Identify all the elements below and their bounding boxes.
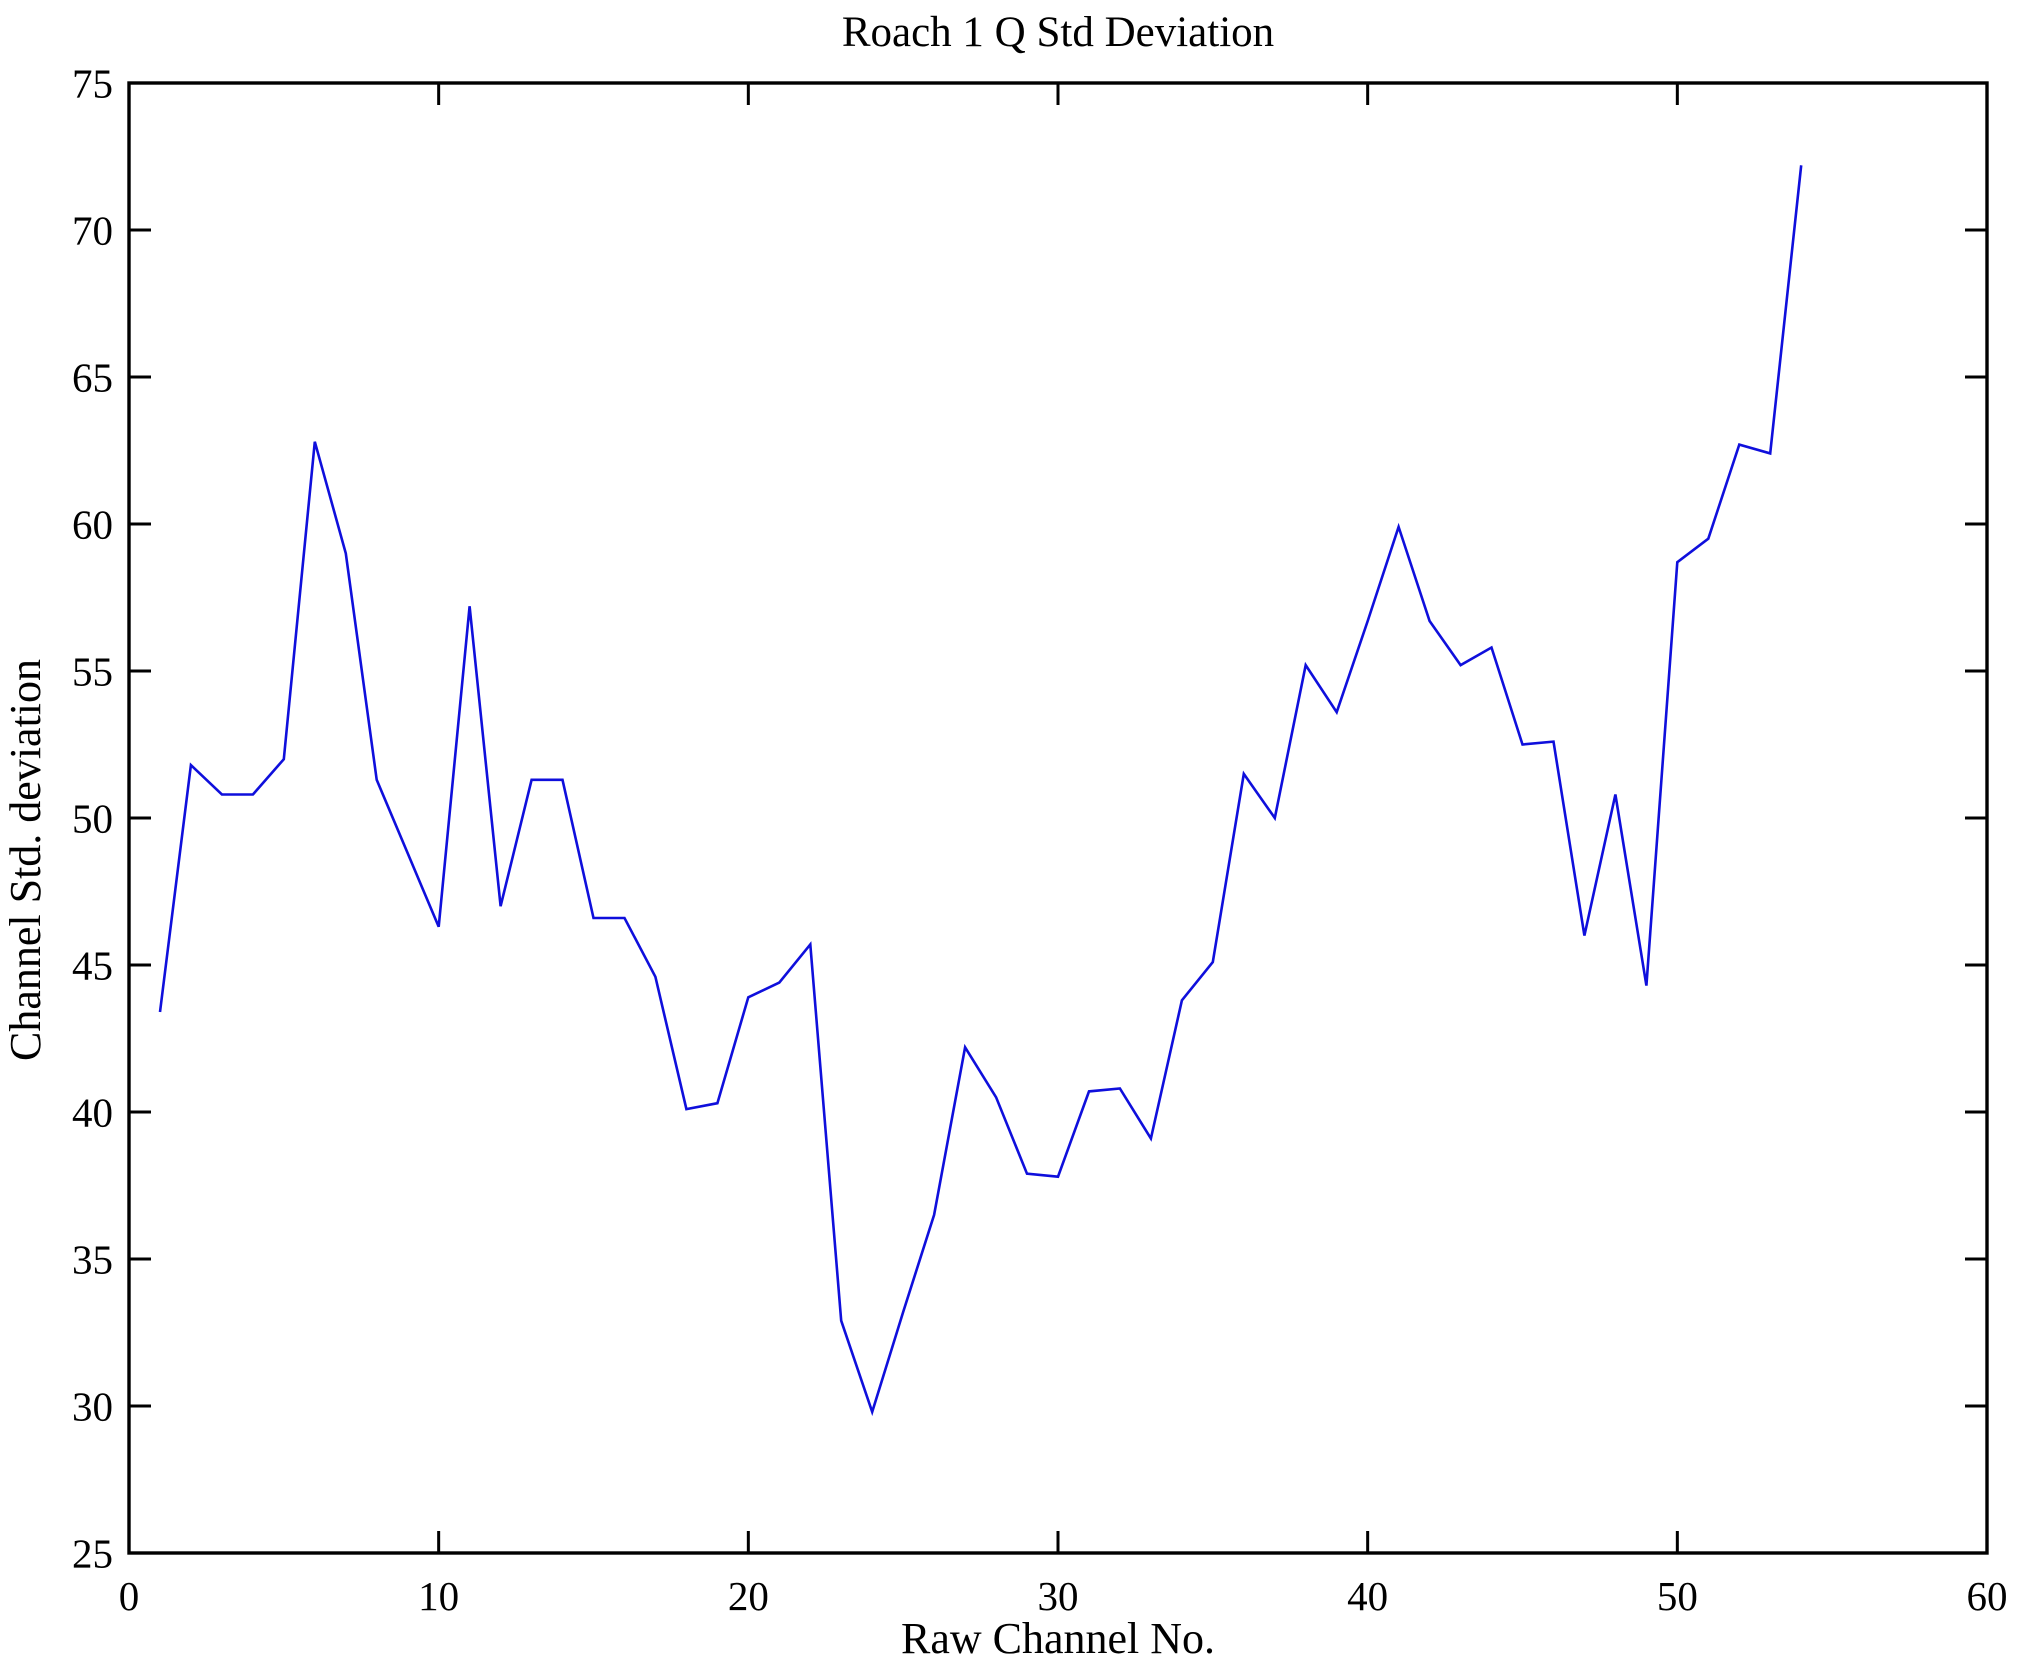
plot-area: 0 10 20 30 40 50 60 25 30 35 40 45 50 55 60 65 70 75 (72, 60, 2008, 1619)
x-tick-label: 50 (1657, 1573, 1698, 1619)
x-tick-label: 0 (119, 1573, 140, 1619)
x-tick-label: 40 (1347, 1573, 1388, 1619)
y-tick-label: 35 (72, 1236, 113, 1282)
axes-box (127, 81, 1989, 1555)
y-tick-label: 40 (72, 1089, 113, 1135)
x-tick-label: 30 (1038, 1573, 1079, 1619)
x-axis-label: Raw Channel No. (901, 1614, 1215, 1663)
y-tick-label: 25 (72, 1530, 113, 1576)
y-tick-label: 55 (72, 648, 113, 694)
y-axis-label: Channel Std. deviation (1, 659, 50, 1061)
x-tick-label: 10 (418, 1573, 459, 1619)
y-tick-label: 30 (72, 1383, 113, 1429)
y-tick-label: 75 (72, 60, 113, 106)
y-tick-label: 70 (72, 207, 113, 253)
y-tick-label: 65 (72, 354, 113, 400)
x-tick-label: 60 (1967, 1573, 2008, 1619)
x-tick-label: 20 (728, 1573, 769, 1619)
y-tick-label: 45 (72, 942, 113, 988)
data-line (158, 165, 1803, 1417)
y-tick-label: 60 (72, 501, 113, 547)
chart-title: Roach 1 Q Std Deviation (842, 9, 1274, 56)
y-tick-label: 50 (72, 795, 113, 841)
